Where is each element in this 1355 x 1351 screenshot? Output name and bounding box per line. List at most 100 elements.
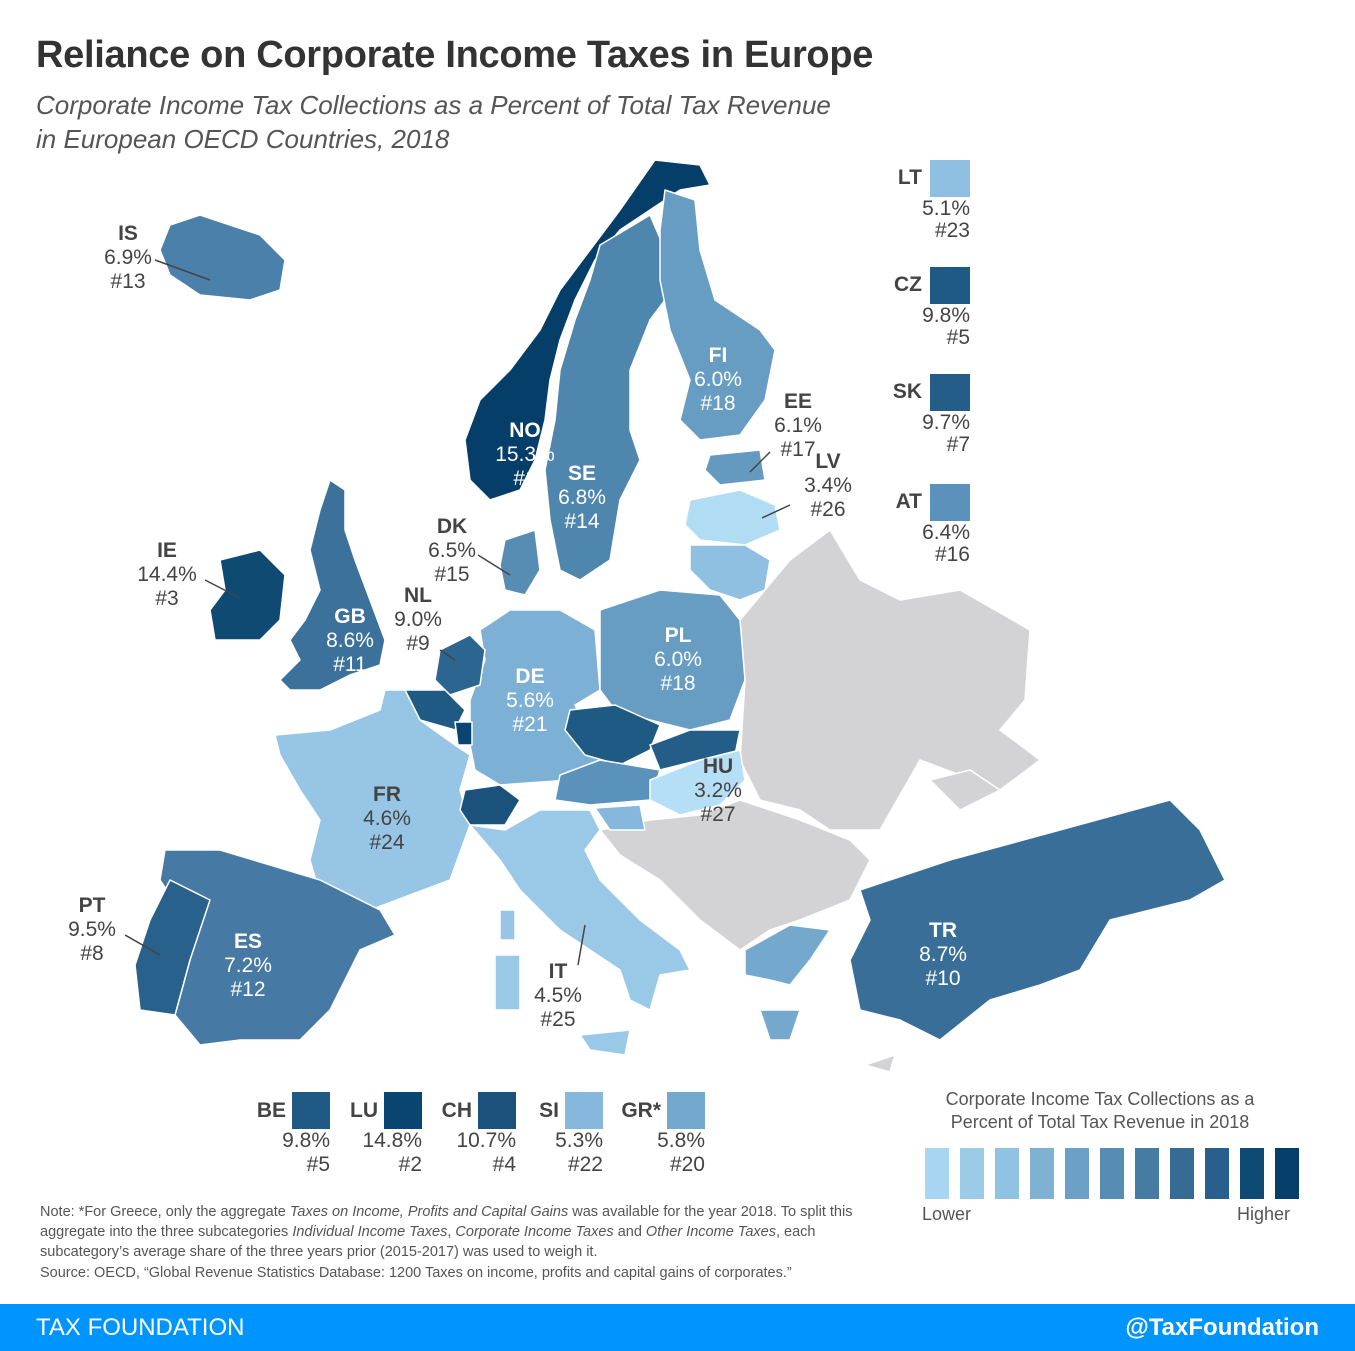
- map-label-LV: LV 3.4% #26: [804, 450, 852, 521]
- side-label-CZ: CZ 9.8% #5: [880, 267, 970, 350]
- country-IT-sicily: [579, 1029, 631, 1056]
- country-SI: [594, 804, 646, 831]
- legend-low-label: Lower: [922, 1204, 972, 1224]
- legend-swatch: [1205, 1148, 1229, 1199]
- legend-swatch: [1030, 1148, 1054, 1199]
- legend-swatch: [995, 1148, 1019, 1199]
- region-cyprus: [864, 1054, 896, 1073]
- legend-high-label: Higher: [1237, 1204, 1291, 1224]
- footer-twitter-handle[interactable]: @TaxFoundation: [1125, 1314, 1319, 1341]
- swatch-CZ: [930, 267, 970, 304]
- country-DK: [499, 529, 541, 596]
- map-label-code: FI: [709, 344, 728, 367]
- map-label-pct: 6.8%: [558, 486, 606, 509]
- map-label-pct: 9.5%: [68, 918, 116, 941]
- map-label-pct: 15.3%: [495, 443, 555, 466]
- legend-swatch: [1275, 1148, 1299, 1199]
- map-label-HU: HU 3.2% #27: [694, 755, 742, 826]
- country-GB: [279, 479, 386, 691]
- map-label-FI: FI 6.0% #18: [694, 344, 742, 415]
- europe-map: IS 6.9% #13 NO 15.3% #1 SE 6.8% #14 FI 6.0% #18 EE 6.…: [68, 159, 1226, 1073]
- map-label-pct: 3.4%: [804, 474, 852, 497]
- map-label-code: NO: [509, 419, 541, 442]
- map-label-PT: PT 9.5% #8: [68, 894, 116, 965]
- region-corsica: [499, 909, 516, 941]
- map-label-code: ES: [234, 930, 262, 953]
- country-LU: [454, 721, 473, 746]
- swatch-LT: [930, 160, 970, 197]
- map-label-rank: #15: [434, 563, 469, 586]
- map-label-pct: 4.5%: [534, 984, 582, 1007]
- country-EE: [704, 449, 766, 486]
- map-label-DK: DK 6.5% #15: [428, 515, 476, 586]
- map-label-rank: #21: [512, 713, 547, 736]
- map-label-NO: NO 15.3% #1: [495, 419, 555, 490]
- region-non-oecd-balkans: [599, 799, 871, 951]
- map-label-IE: IE 14.4% #3: [137, 539, 197, 610]
- map-label-rank: #1: [513, 467, 536, 490]
- leader-lines: [124, 259, 791, 966]
- side-label-SK: SK 9.7% #7: [880, 374, 970, 457]
- subtitle-line: Corporate Income Tax Collections as a Pe…: [36, 90, 831, 120]
- map-label-rank: #14: [564, 510, 599, 533]
- map-label-code: FR: [373, 783, 401, 806]
- map-label-rank: #25: [540, 1008, 575, 1031]
- country-TR: [849, 799, 1226, 1041]
- map-label-code: DE: [515, 665, 544, 688]
- region-non-oecd-east: [739, 529, 1041, 831]
- leader-line-IS: [154, 259, 211, 281]
- map-label-pct: 9.0%: [394, 608, 442, 631]
- swatch-GR: [667, 1092, 705, 1129]
- map-label-code: IS: [118, 222, 138, 245]
- country-IT: [469, 809, 691, 1011]
- swatch-SI: [565, 1092, 603, 1129]
- legend-swatch: [1065, 1148, 1089, 1199]
- legend-title: Corporate Income Tax Collections as a Pe…: [945, 1089, 1255, 1132]
- side-label-LT: LT 5.1% #23: [880, 160, 970, 243]
- map-label-pct: 6.0%: [654, 648, 702, 671]
- country-NO: [464, 159, 711, 501]
- map-label-rank: #11: [333, 653, 366, 676]
- swatch-SK: [930, 374, 970, 411]
- swatch-CH: [478, 1092, 516, 1129]
- side-label-AT: AT 6.4% #16: [880, 484, 970, 567]
- map-label-code: SE: [568, 462, 596, 485]
- map-label-code: PT: [79, 894, 106, 917]
- map-label-GB: GB 8.6% #11: [326, 605, 374, 676]
- map-label-rank: #17: [780, 438, 815, 461]
- country-CH: [459, 784, 521, 826]
- map-label-rank: #26: [810, 498, 845, 521]
- map-label-pct: 3.2%: [694, 779, 742, 802]
- country-PL: [599, 589, 746, 731]
- bottom-label-LU: LU 14.8% #2: [330, 1092, 422, 1177]
- map-label-rank: #10: [925, 967, 960, 990]
- map-label-pct: 8.7%: [919, 943, 967, 966]
- leader-line-IT: [577, 924, 586, 966]
- map-label-pct: 6.9%: [104, 246, 152, 269]
- map-label-rank: #13: [110, 270, 145, 293]
- region-crimea: [929, 769, 1001, 811]
- legend-swatch: [1135, 1148, 1159, 1199]
- legend-color-scale: [925, 1148, 1299, 1199]
- country-FI: [659, 189, 776, 441]
- map-label-rank: #24: [369, 831, 404, 854]
- swatch-BE: [292, 1092, 330, 1129]
- map-label-rank: #27: [700, 803, 735, 826]
- map-label-code: PL: [665, 624, 692, 647]
- swatch-AT: [930, 484, 970, 521]
- map-label-pct: 7.2%: [224, 954, 272, 977]
- map-label-PL: PL 6.0% #18: [654, 624, 702, 695]
- map-label-code: DK: [437, 515, 467, 538]
- legend-swatch: [1240, 1148, 1264, 1199]
- legend-swatch: [925, 1148, 949, 1199]
- map-label-code: NL: [404, 584, 432, 607]
- map-label-rank: #3: [155, 587, 178, 610]
- map-label-rank: #12: [230, 978, 265, 1001]
- map-label-code: LV: [815, 450, 840, 473]
- country-CZ: [564, 704, 661, 766]
- map-label-EE: EE 6.1% #17: [774, 390, 822, 461]
- bottom-label-GR: GR* 5.8% #20: [605, 1092, 705, 1177]
- map-label-pct: 6.0%: [694, 368, 742, 391]
- bottom-label-BE: BE 9.8% #5: [240, 1092, 330, 1177]
- map-label-code: HU: [703, 755, 733, 778]
